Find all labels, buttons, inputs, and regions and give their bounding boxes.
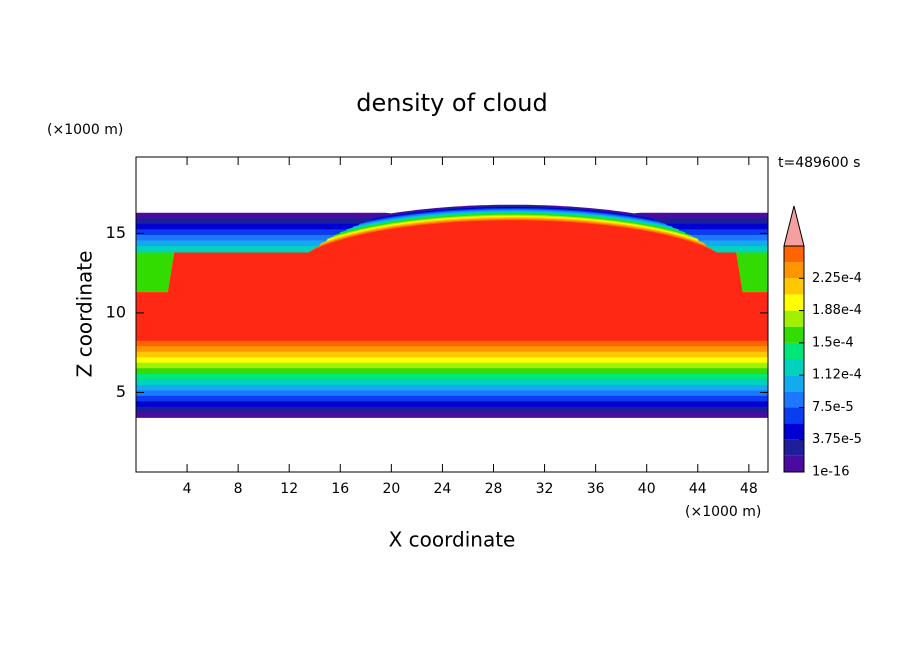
plot-frame [135, 156, 769, 473]
colorbar-swatch [784, 391, 804, 408]
colorbar-swatch [784, 326, 804, 343]
x-axis-label: X coordinate [389, 528, 516, 552]
chart-title: density of cloud [356, 89, 547, 117]
colorbar-swatch [784, 310, 804, 327]
colorbar-swatch [784, 439, 804, 456]
x-tick-label: 40 [638, 481, 656, 497]
x-tick-label: 32 [536, 481, 554, 497]
x-unit: (×1000 m) [685, 504, 761, 520]
x-tick-label: 8 [234, 481, 243, 497]
colorbar-swatch [784, 407, 804, 424]
colorbar-swatch [784, 423, 804, 440]
colorbar-label: 1.88e-4 [812, 303, 862, 318]
y-tick-label: 5 [116, 382, 126, 401]
y-tick-label: 15 [106, 223, 126, 242]
x-tick-label: 44 [689, 481, 707, 497]
contour-band [136, 220, 768, 341]
colorbar-label: 1e-16 [812, 465, 850, 480]
colorbar-label: 2.25e-4 [812, 271, 862, 286]
x-tick-label: 36 [587, 481, 605, 497]
x-tick-label: 28 [485, 481, 503, 497]
annotation: t=489600 s [778, 155, 860, 171]
x-tick-label: 24 [434, 481, 452, 497]
x-tick-label: 48 [740, 481, 758, 497]
colorbar-label: 1.5e-4 [812, 335, 854, 350]
y-tick-label: 10 [106, 302, 126, 321]
colorbar-label: 1.12e-4 [812, 368, 862, 383]
colorbar-swatch [784, 294, 804, 311]
colorbar-frame [783, 245, 805, 473]
colorbar-swatch [784, 278, 804, 295]
x-tick-label: 12 [280, 481, 298, 497]
colorbar-swatch [784, 375, 804, 392]
x-tick-label: 16 [331, 481, 349, 497]
contour-field [136, 204, 768, 418]
colorbar-label: 3.75e-5 [812, 432, 862, 447]
colorbar-swatch [784, 342, 804, 359]
y-axis-label: Z coordinate [73, 251, 97, 378]
colorbar-swatch [784, 262, 804, 279]
colorbar-extend [783, 205, 805, 247]
colorbar-swatch [784, 246, 804, 263]
colorbar-swatch [784, 455, 804, 472]
x-tick-label: 4 [183, 481, 192, 497]
x-tick-label: 20 [382, 481, 400, 497]
colorbar-label: 7.5e-5 [812, 400, 854, 415]
y-unit: (×1000 m) [47, 122, 123, 138]
colorbar-swatch [784, 359, 804, 376]
